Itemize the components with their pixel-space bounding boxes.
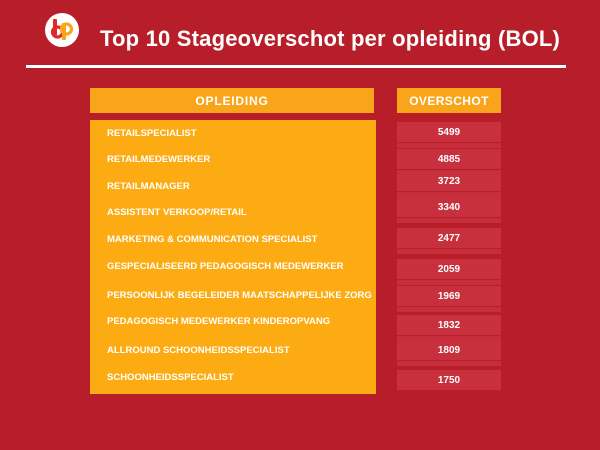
row-separator bbox=[397, 280, 501, 285]
opleiding-cell: ALLROUND SCHOONHEIDSSPECIALIST bbox=[107, 344, 290, 356]
opleiding-cell: ASSISTENT VERKOOP/RETAIL bbox=[107, 206, 247, 218]
overschot-cell: 3340 bbox=[397, 197, 501, 217]
opleiding-column: RETAILSPECIALIST RETAILMEDEWERKER RETAIL… bbox=[90, 120, 376, 394]
row-separator bbox=[397, 143, 501, 148]
row-separator bbox=[397, 249, 501, 254]
row-separator bbox=[397, 192, 501, 197]
table-row: RETAILSPECIALIST bbox=[90, 120, 376, 146]
table-row: MARKETING & COMMUNICATION SPECIALIST bbox=[90, 226, 376, 252]
table-row: GESPECIALISEERD PEDAGOGISCH MEDEWERKER bbox=[90, 253, 376, 279]
overschot-cell: 1969 bbox=[397, 286, 501, 306]
opleiding-cell: PEDAGOGISCH MEDEWERKER KINDEROPVANG bbox=[107, 315, 331, 327]
overschot-cell: 4885 bbox=[397, 149, 501, 169]
overschot-cell: 1832 bbox=[397, 315, 501, 335]
overschot-cell: 1750 bbox=[397, 370, 501, 390]
opleiding-cell: PERSOONLIJK BEGELEIDER MAATSCHAPPELIJKE … bbox=[107, 289, 372, 301]
overschot-cell: 1809 bbox=[397, 340, 501, 360]
overschot-cell: 5499 bbox=[397, 122, 501, 142]
opleiding-cell: RETAILMANAGER bbox=[107, 180, 190, 192]
opleiding-cell: GESPECIALISEERD PEDAGOGISCH MEDEWERKER bbox=[107, 260, 344, 272]
table-row: ALLROUND SCHOONHEIDSSPECIALIST bbox=[90, 337, 376, 363]
opleiding-cell: RETAILMEDEWERKER bbox=[107, 153, 211, 165]
overschot-cell: 2477 bbox=[397, 228, 501, 248]
opleiding-cell: SCHOONHEIDSSPECIALIST bbox=[107, 371, 234, 383]
table-row: RETAILMANAGER bbox=[90, 173, 376, 199]
overschot-cell: 3723 bbox=[397, 171, 501, 191]
table-row: PERSOONLIJK BEGELEIDER MAATSCHAPPELIJKE … bbox=[90, 282, 376, 308]
table-row: ASSISTENT VERKOOP/RETAIL bbox=[90, 199, 376, 225]
page-title: Top 10 Stageoverschot per opleiding (BOL… bbox=[100, 26, 561, 51]
table-row: SCHOONHEIDSSPECIALIST bbox=[90, 364, 376, 390]
table-row: PEDAGOGISCH MEDEWERKER KINDEROPVANG bbox=[90, 308, 376, 334]
opleiding-cell: MARKETING & COMMUNICATION SPECIALIST bbox=[107, 233, 318, 245]
overschot-column: 5499 4885 3723 3340 2477 2059 1969 1832 … bbox=[397, 120, 501, 394]
row-separator bbox=[397, 336, 501, 341]
brand-logo bbox=[44, 12, 80, 48]
column-header-opleiding: OPLEIDING bbox=[90, 88, 374, 113]
overschot-cell: 2059 bbox=[397, 259, 501, 279]
row-separator bbox=[397, 307, 501, 312]
column-header-overschot: OVERSCHOT bbox=[397, 88, 501, 113]
row-separator bbox=[397, 361, 501, 366]
row-separator bbox=[397, 218, 501, 223]
opleiding-cell: RETAILSPECIALIST bbox=[107, 127, 197, 139]
title-divider bbox=[26, 65, 566, 68]
table-row: RETAILMEDEWERKER bbox=[90, 146, 376, 172]
